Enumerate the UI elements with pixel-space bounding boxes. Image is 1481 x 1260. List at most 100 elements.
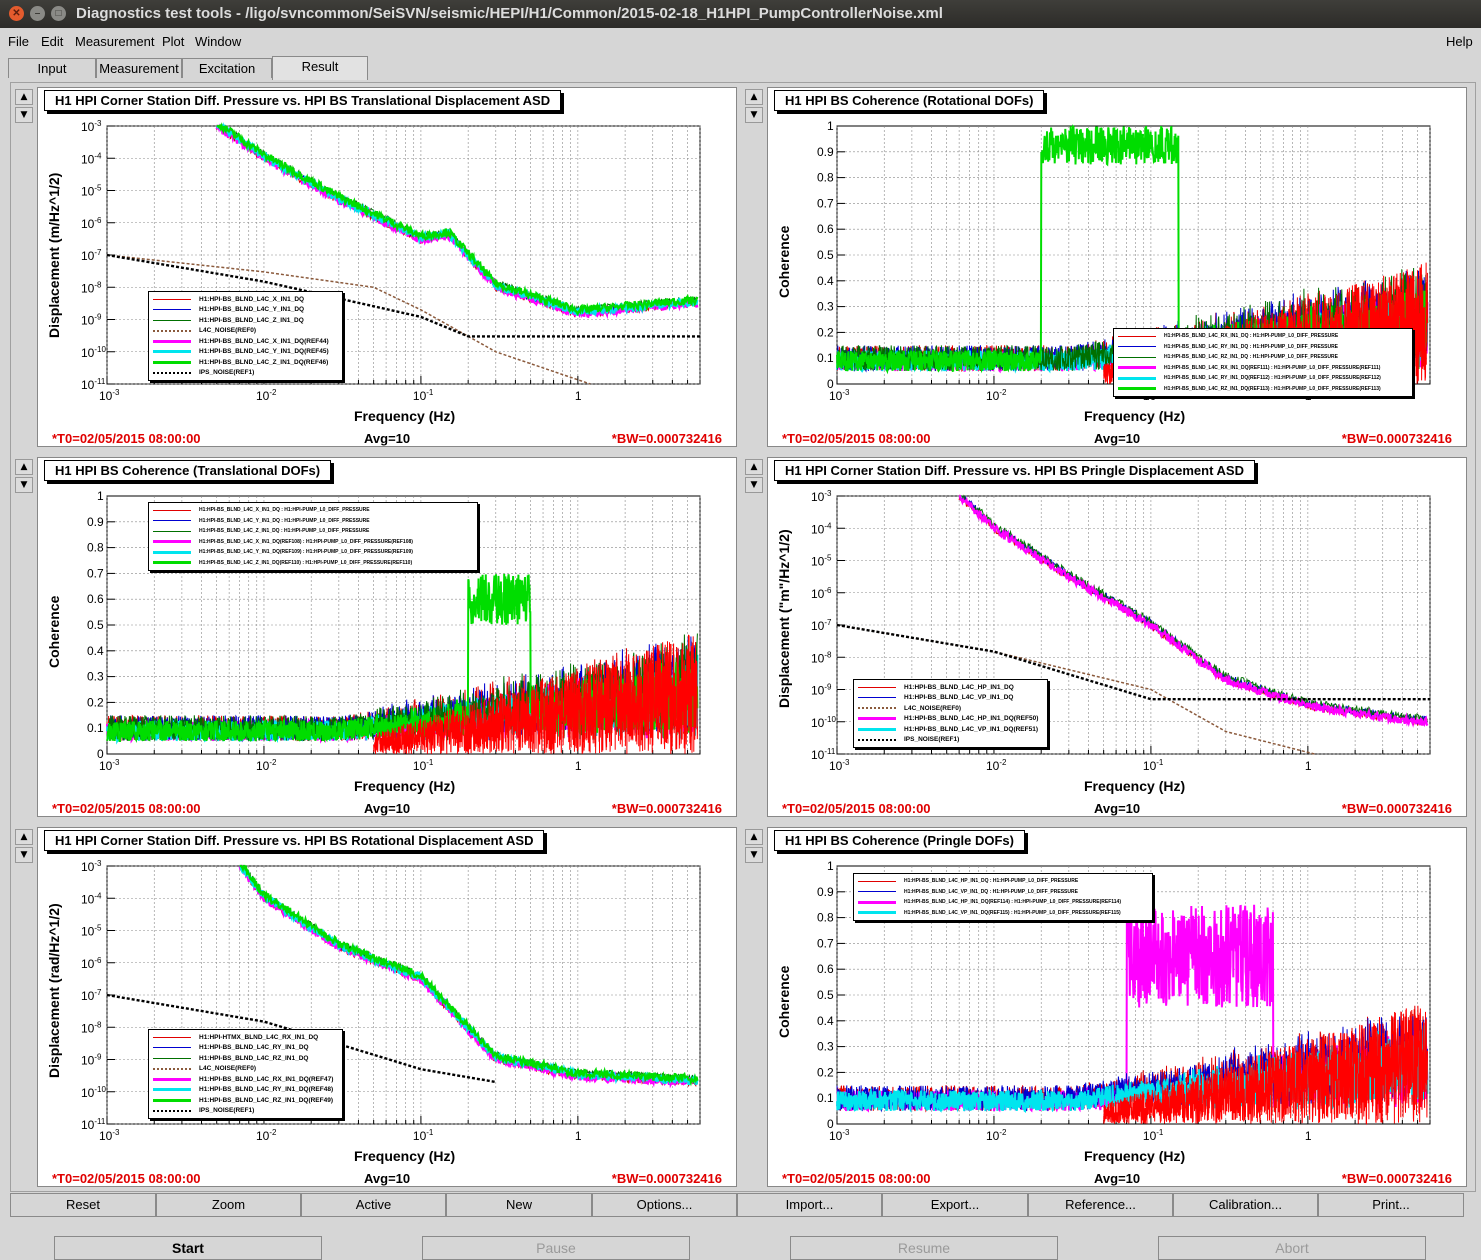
- panel-scroll-up-button[interactable]: ▲: [15, 459, 33, 475]
- menu-help[interactable]: Help: [1446, 34, 1473, 49]
- y-tick-label: 10-7: [811, 618, 832, 633]
- legend-label: H1:HPI-BS_BLND_L4C_RX_IN1_DQ(REF111) : H…: [1164, 364, 1381, 371]
- x-tick-label: 1: [575, 759, 582, 773]
- legend-entry: IPS_NOISE(REF1): [153, 368, 338, 379]
- resume-button[interactable]: Resume: [790, 1236, 1058, 1260]
- y-tick-label: 10-10: [81, 1085, 106, 1100]
- panel-scroll-down-button[interactable]: ▼: [745, 847, 763, 863]
- panel-scroll-down-button[interactable]: ▼: [745, 477, 763, 493]
- x-tick-label: 10-3: [829, 758, 850, 773]
- plot-legend: H1:HPI-BS_BLND_L4C_RX_IN1_DQ : H1:HPI-PU…: [1113, 328, 1413, 397]
- reference-button[interactable]: Reference...: [1028, 1193, 1173, 1217]
- plot-canvas[interactable]: 10-3 10-2 10-1 110-1110-1010-910-810-710-61…: [38, 88, 738, 448]
- start-button[interactable]: Start: [54, 1236, 322, 1260]
- x-tick-label: 1: [1305, 759, 1312, 773]
- plot-panel[interactable]: H1 HPI Corner Station Diff. Pressure vs.…: [767, 457, 1467, 817]
- panel-scroll-up-button[interactable]: ▲: [15, 829, 33, 845]
- y-tick-label: 0.1: [87, 721, 104, 735]
- menu-plot[interactable]: Plot: [162, 34, 185, 49]
- x-tick-label: 10-3: [99, 1128, 120, 1143]
- y-tick-label: 0.6: [87, 592, 104, 606]
- avg-label: Avg=10: [1094, 801, 1141, 816]
- calibration-button[interactable]: Calibration...: [1173, 1193, 1318, 1217]
- plot-canvas[interactable]: 10-3 10-2 10-1 110-1110-1010-910-810-710-61…: [768, 458, 1468, 818]
- tab-measurement[interactable]: Measurement: [96, 58, 182, 78]
- print-button[interactable]: Print...: [1318, 1193, 1464, 1217]
- legend-label: L4C_NOISE(REF0): [199, 327, 257, 335]
- panel-scroll-down-button[interactable]: ▼: [15, 477, 33, 493]
- options-button[interactable]: Options...: [592, 1193, 737, 1217]
- panel-scroll-down-button[interactable]: ▼: [745, 107, 763, 123]
- x-axis-label: Frequency (Hz): [1084, 778, 1186, 794]
- y-tick-label: 0.3: [817, 1040, 834, 1054]
- legend-label: H1:HPI-BS_BLND_L4C_RY_IN1_DQ(REF112) : H…: [1164, 375, 1381, 382]
- legend-swatch: [153, 561, 191, 565]
- series-line: [1103, 1005, 1428, 1126]
- plot-panel[interactable]: H1 HPI Corner Station Diff. Pressure vs.…: [37, 827, 737, 1187]
- legend-entry: H1:HPI-BS_BLND_L4C_HP_IN1_DQ: [858, 682, 1043, 693]
- legend-label: H1:HPI-BS_BLND_L4C_Z_IN1_DQ(REF46): [199, 358, 329, 366]
- y-tick-label: 10-3: [81, 119, 102, 134]
- plot-canvas[interactable]: 10-3 10-2 10-1 110-1110-1010-910-810-710-61…: [38, 828, 738, 1188]
- panel-scroll-up-button[interactable]: ▲: [745, 829, 763, 845]
- y-tick-label: 10-4: [811, 521, 832, 536]
- menu-file[interactable]: File: [8, 34, 29, 49]
- abort-button[interactable]: Abort: [1158, 1236, 1426, 1260]
- t0-label: *T0=02/05/2015 08:00:00: [52, 431, 201, 446]
- x-axis-label: Frequency (Hz): [354, 778, 456, 794]
- legend-entry: H1:HPI-BS_BLND_L4C_RX_IN1_DQ(REF47): [153, 1074, 338, 1085]
- legend-swatch: [153, 540, 191, 544]
- menu-window[interactable]: Window: [195, 34, 242, 49]
- import-button[interactable]: Import...: [737, 1193, 882, 1217]
- legend-entry: H1:HPI-BS_BLND_L4C_HP_IN1_DQ : H1:HPI-PU…: [858, 876, 1148, 887]
- pause-button[interactable]: Pause: [422, 1236, 690, 1260]
- active-button[interactable]: Active: [301, 1193, 446, 1217]
- menu-measurement[interactable]: Measurement: [75, 34, 155, 49]
- panel-scroll-down-button[interactable]: ▼: [15, 847, 33, 863]
- export-button[interactable]: Export...: [882, 1193, 1028, 1217]
- minimize-icon[interactable]: –: [30, 6, 45, 21]
- panel-scroll-down-button[interactable]: ▼: [15, 107, 33, 123]
- x-tick-label: 10-2: [986, 1128, 1007, 1143]
- series-line: [216, 122, 699, 317]
- plot-panel[interactable]: H1 HPI BS Coherence (Pringle DOFs) 10-3 10…: [767, 827, 1467, 1187]
- t0-label: *T0=02/05/2015 08:00:00: [52, 801, 201, 816]
- legend-swatch: [858, 900, 896, 904]
- panel-scroll-up-button[interactable]: ▲: [745, 89, 763, 105]
- legend-swatch: [153, 350, 191, 354]
- legend-swatch: [153, 360, 191, 364]
- new-button[interactable]: New: [446, 1193, 592, 1217]
- tab-bar: Input Measurement Excitation Result: [0, 56, 1481, 80]
- menu-edit[interactable]: Edit: [41, 34, 64, 49]
- y-tick-label: 0.7: [817, 196, 834, 210]
- legend-entry: H1:HPI-BS_BLND_L4C_RY_IN1_DQ(REF48): [153, 1085, 338, 1096]
- tab-excitation[interactable]: Excitation: [182, 58, 272, 78]
- tab-input[interactable]: Input: [8, 58, 96, 78]
- legend-swatch: [153, 1057, 191, 1059]
- legend-swatch: [858, 697, 896, 699]
- y-tick-label: 10-4: [81, 151, 102, 166]
- reset-button[interactable]: Reset: [10, 1193, 156, 1217]
- x-tick-label: 10-1: [413, 388, 434, 403]
- legend-label: H1:HPI-BS_BLND_L4C_RZ_IN1_DQ : H1:HPI-PU…: [1164, 354, 1338, 361]
- close-icon[interactable]: ✕: [9, 6, 24, 21]
- tab-result[interactable]: Result: [272, 56, 368, 80]
- legend-swatch: [858, 880, 896, 882]
- plot-title: H1 HPI BS Coherence (Pringle DOFs): [774, 830, 1025, 851]
- zoom-button[interactable]: Zoom: [156, 1193, 301, 1217]
- t0-label: *T0=02/05/2015 08:00:00: [782, 801, 931, 816]
- panel-scroll-up-button[interactable]: ▲: [15, 89, 33, 105]
- plot-panel[interactable]: H1 HPI Corner Station Diff. Pressure vs.…: [37, 87, 737, 447]
- panel-scroll-up-button[interactable]: ▲: [745, 459, 763, 475]
- maximize-icon[interactable]: □: [51, 6, 66, 21]
- x-tick-label: 10-2: [256, 388, 277, 403]
- y-tick-label: 0.9: [87, 515, 104, 529]
- plot-panel[interactable]: H1 HPI BS Coherence (Translational DOFs)…: [37, 457, 737, 817]
- legend-entry: H1:HPI-BS_BLND_L4C_X_IN1_DQ(REF44): [153, 336, 338, 347]
- legend-entry: L4C_NOISE(REF0): [858, 703, 1043, 714]
- avg-label: Avg=10: [1094, 431, 1141, 446]
- legend-entry: H1:HPI-BS_BLND_L4C_RX_IN1_DQ(REF111) : H…: [1118, 363, 1408, 374]
- legend-entry: H1:HPI-BS_BLND_L4C_HP_IN1_DQ(REF50): [858, 714, 1043, 725]
- legend-label: L4C_NOISE(REF0): [904, 704, 962, 712]
- plot-panel[interactable]: H1 HPI BS Coherence (Rotational DOFs) 10-…: [767, 87, 1467, 447]
